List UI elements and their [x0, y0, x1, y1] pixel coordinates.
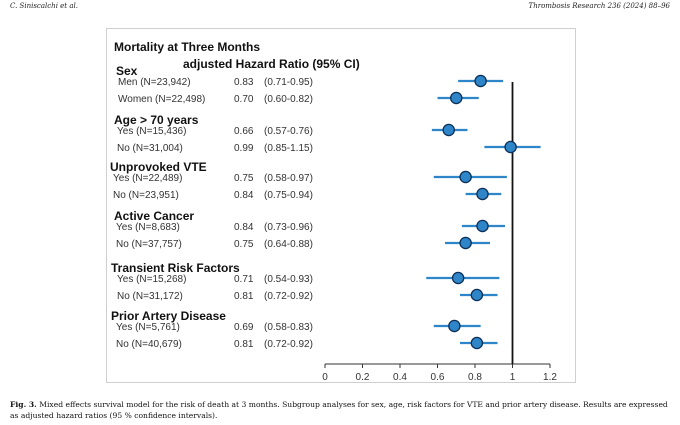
- hazard-ratio-point: [459, 170, 472, 184]
- row-confidence-interval: (0.72-0.92): [264, 339, 313, 350]
- group-heading: Unprovoked VTE: [110, 160, 207, 174]
- hazard-ratio-point: [470, 336, 484, 350]
- hazard-ratio-point: [474, 74, 487, 88]
- row-label: Women (N=22,498): [118, 94, 205, 105]
- x-axis-tick-label: 1.2: [543, 372, 557, 383]
- group-heading: Prior Artery Disease: [111, 309, 226, 323]
- row-label: Yes (N=15,268): [117, 274, 186, 285]
- row-label: No (N=31,172): [117, 291, 183, 302]
- chart-subtitle: adjusted Hazard Ratio (95% CI): [183, 57, 360, 71]
- row-label: Yes (N=8,683): [116, 222, 180, 233]
- row-confidence-interval: (0.73-0.96): [264, 222, 313, 233]
- hazard-ratio-point: [448, 319, 461, 333]
- row-hazard-ratio: 0.71: [234, 274, 254, 285]
- hazard-ratio-point: [451, 271, 465, 285]
- x-axis-tick-label: 0: [322, 372, 328, 383]
- caption-label: Fig. 3.: [10, 400, 37, 409]
- row-hazard-ratio: 0.81: [234, 339, 254, 350]
- row-hazard-ratio: 0.75: [234, 173, 254, 184]
- row-confidence-interval: (0.60-0.82): [264, 94, 313, 105]
- x-axis-tick-label: 1: [510, 372, 516, 383]
- row-hazard-ratio: 0.81: [234, 291, 254, 302]
- forest-plot-panel: [106, 28, 576, 383]
- row-label: No (N=23,951): [113, 190, 179, 201]
- caption-text: Mixed effects survival model for the ris…: [10, 400, 668, 420]
- x-axis-tick-label: 0.6: [431, 372, 445, 383]
- chart-title: Mortality at Three Months: [114, 40, 260, 54]
- hazard-ratio-point: [470, 288, 484, 302]
- row-hazard-ratio: 0.99: [234, 143, 254, 154]
- hazard-ratio-point: [476, 187, 489, 201]
- hazard-ratio-point: [504, 140, 517, 154]
- row-confidence-interval: (0.57-0.76): [264, 126, 313, 137]
- running-header-journal: Thrombosis Research 236 (2024) 88–96: [528, 2, 670, 10]
- row-confidence-interval: (0.72-0.92): [264, 291, 313, 302]
- group-heading: Transient Risk Factors: [111, 261, 240, 275]
- hazard-ratio-point: [442, 123, 455, 137]
- x-axis-tick-label: 0.4: [393, 372, 407, 383]
- row-label: Yes (N=22,489): [113, 173, 182, 184]
- x-axis-tick-label: 0.2: [356, 372, 370, 383]
- row-hazard-ratio: 0.66: [234, 126, 254, 137]
- hazard-ratio-point: [459, 236, 472, 250]
- hazard-ratio-point: [449, 91, 463, 105]
- row-hazard-ratio: 0.70: [234, 94, 254, 105]
- x-axis-tick-label: 0.8: [468, 372, 482, 383]
- row-hazard-ratio: 0.84: [234, 222, 254, 233]
- row-confidence-interval: (0.75-0.94): [264, 190, 313, 201]
- running-header-authors: C. Siniscalchi et al.: [10, 2, 78, 10]
- row-label: No (N=40,679): [116, 339, 182, 350]
- group-heading: Age > 70 years: [114, 113, 199, 127]
- group-heading: Active Cancer: [114, 209, 194, 223]
- row-confidence-interval: (0.64-0.88): [264, 239, 313, 250]
- row-label: Yes (N=5,761): [116, 322, 180, 333]
- row-hazard-ratio: 0.83: [234, 77, 254, 88]
- row-confidence-interval: (0.71-0.95): [264, 77, 313, 88]
- row-hazard-ratio: 0.84: [234, 190, 254, 201]
- row-label: Yes (N=15,436): [117, 126, 186, 137]
- row-confidence-interval: (0.58-0.97): [264, 173, 313, 184]
- group-heading: Sex: [116, 64, 138, 78]
- row-confidence-interval: (0.58-0.83): [264, 322, 313, 333]
- row-confidence-interval: (0.54-0.93): [264, 274, 313, 285]
- hazard-ratio-point: [476, 219, 489, 233]
- forest-plot: Mortality at Three Months adjusted Hazar…: [110, 40, 557, 383]
- row-label: Men (N=23,942): [118, 77, 191, 88]
- row-hazard-ratio: 0.75: [234, 239, 254, 250]
- row-hazard-ratio: 0.69: [234, 322, 254, 333]
- figure-caption: Fig. 3. Mixed effects survival model for…: [10, 399, 670, 421]
- row-confidence-interval: (0.85-1.15): [264, 143, 313, 154]
- row-label: No (N=31,004): [117, 143, 183, 154]
- row-label: No (N=37,757): [116, 239, 182, 250]
